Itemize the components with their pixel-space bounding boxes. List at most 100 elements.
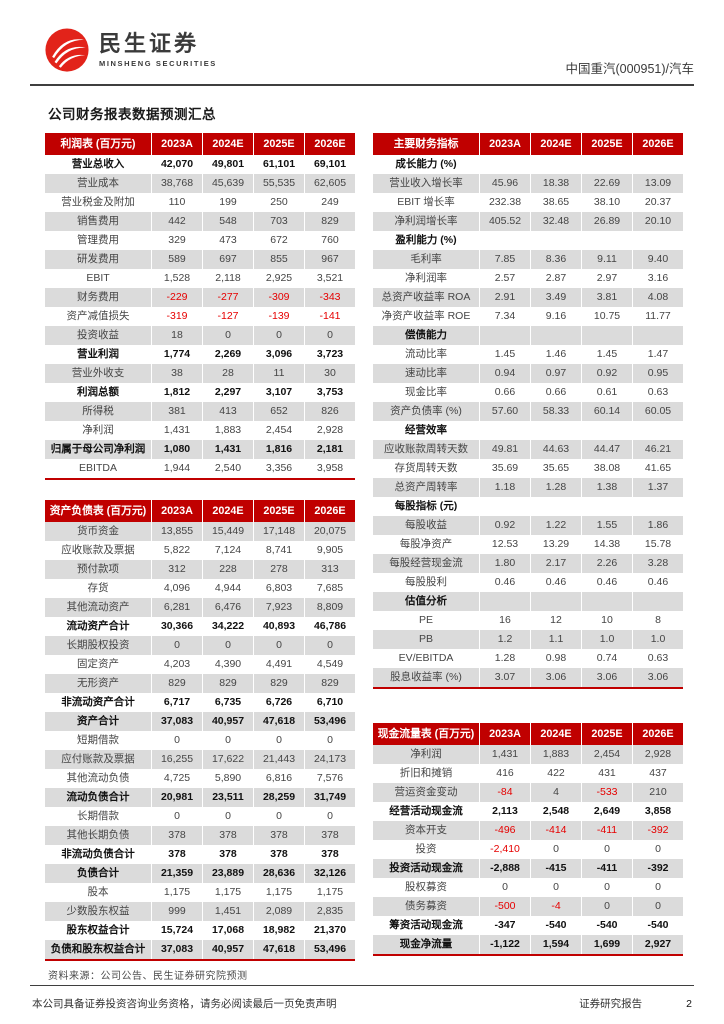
cell-value: 378	[253, 826, 304, 845]
cell-value: 0.46	[632, 573, 683, 592]
table-row: 财务费用 -229 -277 -309 -343	[45, 288, 355, 307]
column-header: 2026E	[632, 133, 683, 155]
row-label: 营运资金变动	[394, 786, 458, 799]
row-label: 长期股权投资	[66, 639, 130, 652]
cell-value: -2,888	[479, 859, 530, 878]
cell-value: 5,822	[151, 541, 202, 560]
cell-value: -347	[479, 916, 530, 935]
cell-value: 4,549	[304, 655, 355, 674]
table-row: 固定资产 4,203 4,390 4,491 4,549	[45, 655, 355, 674]
row-label: 少数股东权益	[66, 905, 130, 918]
cell-value: 53,496	[304, 712, 355, 731]
cell-value: 1.55	[581, 516, 632, 535]
table-row: 流动资产合计 30,366 34,222 40,893 46,786	[45, 617, 355, 636]
cell-value: 0	[581, 840, 632, 859]
column-header: 2023A	[151, 500, 202, 522]
cell-value: 442	[151, 212, 202, 231]
cell-value: 2,454	[581, 745, 632, 764]
row-label: 经营活动现金流	[389, 805, 463, 818]
cell-value: 2,089	[253, 902, 304, 921]
balance-sheet-table: 资产负债表 (百万元) 2023A 2024E 2025E 2026E 货币资金 13,85…	[45, 500, 355, 961]
table-row: 营业总收入 42,070 49,801 61,101 69,101	[45, 155, 355, 174]
cell-value: -540	[530, 916, 581, 935]
masthead: 民生证券 MINSHENG SECURITIES 中国重汽(000951)/汽车	[30, 27, 694, 77]
cell-value: 21,370	[304, 921, 355, 940]
column-header: 2025E	[581, 723, 632, 745]
row-label: 非流动负债合计	[61, 848, 135, 861]
cell-value: 0	[253, 636, 304, 655]
cell-value: 829	[304, 212, 355, 231]
row-label: 股本	[87, 886, 109, 899]
row-label: 股东权益合计	[66, 924, 130, 937]
row-label: 其他流动负债	[66, 772, 130, 785]
cell-value: 0.66	[479, 383, 530, 402]
cell-value: 473	[202, 231, 253, 250]
cell-value: 829	[304, 674, 355, 693]
cell-value: 41.65	[632, 459, 683, 478]
cell-value: 0.97	[530, 364, 581, 383]
cell-value: 1,594	[530, 935, 581, 954]
table-row: 货币资金 13,855 15,449 17,148 20,075	[45, 522, 355, 541]
cell-value: 2,297	[202, 383, 253, 402]
column-header: 2024E	[530, 133, 581, 155]
cell-value: 2,548	[530, 802, 581, 821]
table-row: 投资活动现金流 -2,888 -415 -411 -392	[373, 859, 683, 878]
brand-name-en: MINSHENG SECURITIES	[99, 58, 217, 68]
table-row: 股息收益率 (%) 3.07 3.06 3.06 3.06	[373, 668, 683, 687]
table-row: 估值分析	[373, 592, 683, 611]
row-label: 每股股利	[405, 576, 447, 589]
cell-value: 6,803	[253, 579, 304, 598]
cell-value: 3,723	[304, 345, 355, 364]
cell-value: 8,741	[253, 541, 304, 560]
row-label: 资产合计	[77, 715, 119, 728]
cell-value: -392	[632, 859, 683, 878]
brand-name-cn: 民生证券	[99, 31, 200, 57]
cell-value: 20.10	[632, 212, 683, 231]
table-title: 利润表 (百万元)	[60, 137, 136, 150]
cell-value: 61,101	[253, 155, 304, 174]
cell-value: 228	[202, 560, 253, 579]
cell-value: 1,883	[530, 745, 581, 764]
cell-value: 0	[304, 636, 355, 655]
row-label: 净利润率	[405, 272, 447, 285]
cell-value: 829	[202, 674, 253, 693]
cell-value: 62,605	[304, 174, 355, 193]
cell-value: 1,175	[253, 883, 304, 902]
cell-value	[632, 497, 683, 516]
table-row: 资本开支 -496 -414 -411 -392	[373, 821, 683, 840]
cell-value: 1,175	[151, 883, 202, 902]
cell-value: 2,928	[304, 421, 355, 440]
cell-value: 8.36	[530, 250, 581, 269]
cell-value: 7.34	[479, 307, 530, 326]
cell-value	[632, 421, 683, 440]
table-row: 存货周转天数 35.69 35.65 38.08 41.65	[373, 459, 683, 478]
table-row: 总资产收益率 ROA 2.91 3.49 3.81 4.08	[373, 288, 683, 307]
cell-value: 37,083	[151, 712, 202, 731]
cell-value: 58.33	[530, 402, 581, 421]
cell-value: 38	[151, 364, 202, 383]
row-label: 货币资金	[77, 525, 119, 538]
cell-value: 24,173	[304, 750, 355, 769]
row-label: 每股指标 (元)	[394, 500, 458, 513]
table-row: 利润总额 1,812 2,297 3,107 3,753	[45, 383, 355, 402]
cell-value: 1,451	[202, 902, 253, 921]
row-label: 固定资产	[77, 658, 119, 671]
cell-value: 1,774	[151, 345, 202, 364]
cell-value: 10.75	[581, 307, 632, 326]
cell-value	[530, 155, 581, 174]
cell-value: 4,491	[253, 655, 304, 674]
cell-value: 378	[151, 826, 202, 845]
cell-value: 49.81	[479, 440, 530, 459]
row-label: 资产减值损失	[66, 310, 130, 323]
cell-value: 3.81	[581, 288, 632, 307]
table-row: EBITDA 1,944 2,540 3,356 3,958	[45, 459, 355, 478]
footer-divider	[30, 985, 694, 986]
row-label: 每股经营现金流	[389, 557, 463, 570]
cell-value: 47,618	[253, 940, 304, 959]
cell-value: 13,855	[151, 522, 202, 541]
row-label: 负债合计	[77, 867, 119, 880]
cell-value: 2,928	[632, 745, 683, 764]
cell-value: 2,113	[479, 802, 530, 821]
cell-value: 3,521	[304, 269, 355, 288]
